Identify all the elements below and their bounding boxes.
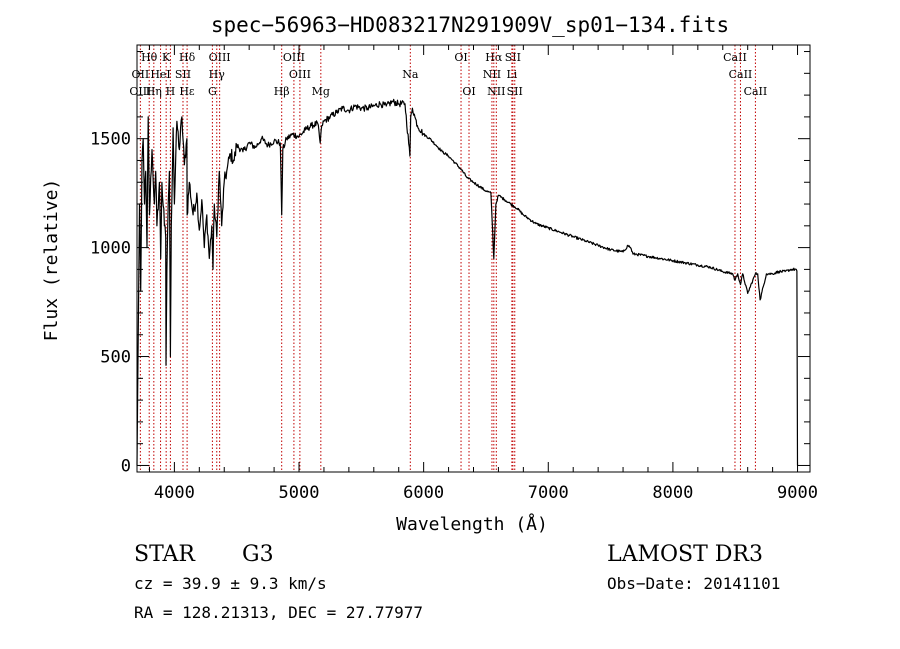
line-id-label: CaII [723,51,747,64]
line-id-label: CaII [729,68,753,81]
line-id-label: HeI [150,68,170,81]
x-tick-label: 6000 [403,483,444,503]
x-tick-label: 5000 [279,483,320,503]
object-subclass: G3 [242,542,274,567]
line-id-label: G [208,85,217,98]
chart-title: spec−56963−HD083217N291909V_sp01−134.fit… [211,13,729,37]
line-id-label: Li [506,68,517,81]
line-id-label: NII [483,68,501,81]
line-id-label: OIII [283,51,305,64]
x-tick-label: 8000 [652,483,693,503]
object-class: STAR [134,542,196,567]
y-tick-label: 500 [100,348,131,368]
line-id-label: Mg [312,85,330,98]
line-id-label: Hδ [179,51,196,64]
line-id-label: Hγ [209,68,226,81]
observation-date: Obs−Date: 20141101 [607,574,780,593]
line-id-label: SII [505,51,521,64]
y-tick-label: 1000 [90,239,131,259]
line-id-label: NII [487,85,505,98]
redshift-cz: cz = 39.9 ± 9.3 km/s [134,574,327,593]
line-id-label: OIII [129,85,151,98]
y-tick-label: 1500 [90,130,131,150]
survey-name: LAMOST DR3 [607,542,763,567]
x-tick-label: 7000 [528,483,569,503]
line-id-label: Hε [179,85,195,98]
plot-axes: 4000 5000 6000 7000 8000 9000 0 500 1000 1500 [90,44,818,503]
line-id-label: Hα [485,51,503,64]
y-tick-label: 0 [121,456,131,476]
x-tick-label: 4000 [154,483,195,503]
line-id-label: OII [132,68,150,81]
line-id-label: OI [454,51,467,64]
line-id-label: Na [402,68,419,81]
line-id-label: K [162,51,171,64]
line-id-label: Hη [146,85,162,98]
line-id-label: Hβ [274,85,290,98]
line-id-label: Hθ [141,51,158,64]
line-id-label: CaII [744,85,768,98]
line-id-label: OI [462,85,475,98]
spectrum-line [136,98,799,466]
line-id-label: SII [175,68,191,81]
line-id-label: SII [507,85,523,98]
plot-frame [136,44,811,473]
x-tick-label: 9000 [777,483,818,503]
ra-dec: RA = 128.21313, DEC = 27.77977 [134,603,423,622]
line-id-label: H [166,85,176,98]
line-id-label: OIII [209,51,231,64]
x-axis-label: Wavelength (Å) [396,513,548,535]
y-axis-label: Flux (relative) [41,179,62,342]
line-id-label: OIII [289,68,311,81]
